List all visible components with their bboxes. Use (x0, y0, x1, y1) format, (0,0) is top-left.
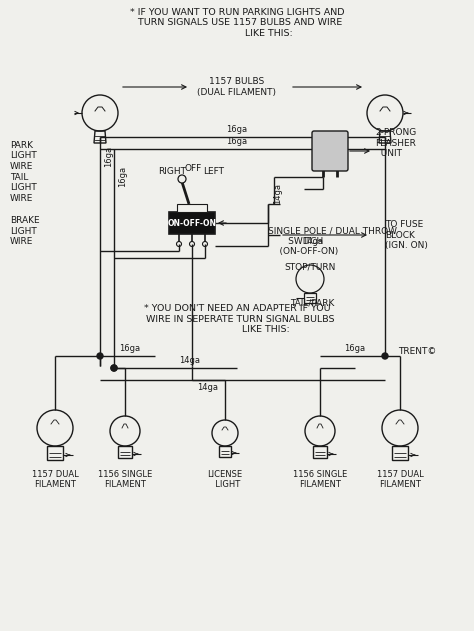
Text: 1156 SINGLE
FILAMENT: 1156 SINGLE FILAMENT (293, 470, 347, 490)
Text: 1157 BULBS
(DUAL FILAMENT): 1157 BULBS (DUAL FILAMENT) (198, 78, 276, 97)
Text: BRAKE
LIGHT
WIRE: BRAKE LIGHT WIRE (10, 216, 40, 246)
Circle shape (97, 353, 103, 359)
Text: 14ga: 14ga (302, 237, 323, 246)
Bar (304, 293, 316, 303)
Text: LICENSE
  LIGHT: LICENSE LIGHT (208, 470, 243, 490)
Text: SINGLE POLE / DUAL THROW
       SWITCH
    (ON-OFF-ON): SINGLE POLE / DUAL THROW SWITCH (ON-OFF-… (268, 226, 397, 256)
Bar (219, 446, 231, 457)
Text: RIGHT: RIGHT (158, 167, 186, 176)
Text: TAIL/PARK: TAIL/PARK (290, 298, 334, 307)
Text: 16ga: 16ga (227, 125, 247, 134)
Text: TO FUSE
BLOCK
(IGN. ON): TO FUSE BLOCK (IGN. ON) (385, 220, 428, 250)
Circle shape (178, 175, 186, 183)
Bar (47, 446, 63, 460)
Bar (313, 446, 327, 458)
Text: OFF: OFF (184, 164, 201, 173)
Text: * YOU DON'T NEED AN ADAPTER IF YOU
  WIRE IN SEPERATE TURN SIGNAL BULBS
        : * YOU DON'T NEED AN ADAPTER IF YOU WIRE … (140, 304, 334, 334)
Text: TRENT©: TRENT© (398, 346, 437, 355)
Text: 16ga: 16ga (104, 145, 113, 167)
Circle shape (382, 353, 388, 359)
Circle shape (111, 365, 117, 371)
Text: 16ga: 16ga (118, 165, 127, 187)
Bar (392, 446, 408, 460)
Text: 2-PRONG
FLASHER
  UNIT: 2-PRONG FLASHER UNIT (375, 128, 416, 158)
FancyBboxPatch shape (312, 131, 348, 171)
Text: 1157 DUAL
FILAMENT: 1157 DUAL FILAMENT (377, 470, 423, 490)
Circle shape (111, 365, 117, 371)
Text: 1156 SINGLE
FILAMENT: 1156 SINGLE FILAMENT (98, 470, 152, 490)
Bar (177, 204, 207, 212)
Text: 14ga: 14ga (273, 184, 282, 204)
Text: 16ga: 16ga (119, 344, 141, 353)
Bar (118, 446, 132, 458)
Text: TAIL
LIGHT
WIRE: TAIL LIGHT WIRE (10, 173, 37, 203)
Text: ON-OFF-ON: ON-OFF-ON (167, 218, 217, 228)
Text: LEFT: LEFT (203, 167, 225, 176)
Text: * IF YOU WANT TO RUN PARKING LIGHTS AND
  TURN SIGNALS USE 1157 BULBS AND WIRE
 : * IF YOU WANT TO RUN PARKING LIGHTS AND … (130, 8, 344, 38)
Text: 1157 DUAL
FILAMENT: 1157 DUAL FILAMENT (32, 470, 78, 490)
Text: 14ga: 14ga (197, 383, 218, 392)
Bar (169, 212, 215, 234)
Text: 16ga: 16ga (345, 344, 365, 353)
Text: 16ga: 16ga (227, 137, 247, 146)
Text: STOP/TURN: STOP/TURN (284, 262, 336, 271)
Text: PARK
LIGHT
WIRE: PARK LIGHT WIRE (10, 141, 37, 171)
Text: 14ga: 14ga (180, 356, 201, 365)
